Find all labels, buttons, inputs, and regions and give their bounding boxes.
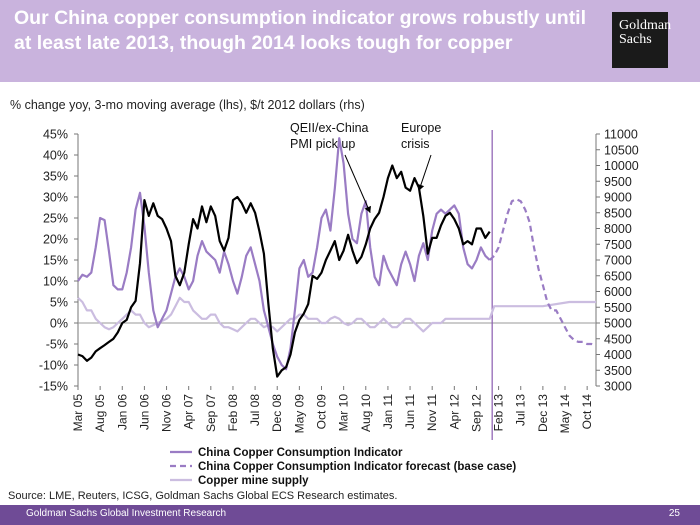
right-tick-label: 5000 xyxy=(604,317,632,331)
x-tick-label: Jun 11 xyxy=(403,394,417,429)
right-tick-label: 5500 xyxy=(604,301,632,315)
left-tick-label: 10% xyxy=(43,275,68,289)
annotation-arrow xyxy=(344,154,371,213)
footer-label: Goldman Sachs Global Investment Research xyxy=(26,508,227,519)
right-tick-label: 11000 xyxy=(604,128,638,142)
right-tick-label: 6500 xyxy=(604,269,632,283)
right-tick-label: 4000 xyxy=(604,348,632,362)
left-tick-label: 40% xyxy=(43,149,68,163)
x-tick-label: Aug 10 xyxy=(359,394,373,432)
x-tick-label: Oct 14 xyxy=(580,394,594,430)
chart-subtitle: % change yoy, 3-mo moving average (lhs),… xyxy=(10,98,365,112)
right-tick-label: 6000 xyxy=(604,285,632,299)
x-tick-label: Jun 06 xyxy=(137,394,151,430)
forecast-series-line xyxy=(488,198,597,347)
left-tick-label: 45% xyxy=(43,128,68,142)
x-tick-label: May 09 xyxy=(292,394,306,434)
right-tick-label: 3500 xyxy=(604,364,632,378)
x-tick-label: Oct 09 xyxy=(315,394,329,430)
left-tick-label: -15% xyxy=(39,380,68,394)
annotation-line-1: Europe xyxy=(401,121,441,135)
right-tick-label: 9000 xyxy=(604,191,632,205)
x-tick-label: Sep 07 xyxy=(204,394,218,432)
source-note: Source: LME, Reuters, ICSG, Goldman Sach… xyxy=(8,490,398,502)
x-tick-label: Jan 11 xyxy=(381,394,395,429)
left-tick-label: 20% xyxy=(43,233,68,247)
left-tick-label: 5% xyxy=(50,296,68,310)
legend-label: China Copper Consumption Indicator forec… xyxy=(198,461,516,473)
annotation-line-2: crisis xyxy=(401,137,429,151)
right-tick-label: 4500 xyxy=(604,332,632,346)
x-tick-label: Dec 13 xyxy=(536,394,550,432)
mine-supply-series-line xyxy=(77,296,596,333)
right-tick-label: 8000 xyxy=(604,222,632,236)
right-tick-label: 7000 xyxy=(604,254,632,268)
right-tick-label: 9500 xyxy=(604,175,632,189)
page-number: 25 xyxy=(668,508,680,519)
left-tick-label: -5% xyxy=(46,338,68,352)
left-tick-label: 15% xyxy=(43,254,68,268)
x-tick-label: Aug 05 xyxy=(93,394,107,432)
right-tick-label: 3000 xyxy=(604,380,632,394)
x-tick-label: Jul 13 xyxy=(514,394,528,426)
left-tick-label: 30% xyxy=(43,191,68,205)
copper-price-series-line xyxy=(77,164,491,378)
indicator-series-line xyxy=(77,137,491,371)
x-tick-label: Nov 06 xyxy=(160,394,174,432)
left-tick-label: 35% xyxy=(43,170,68,184)
logo-line-1: Goldman xyxy=(619,18,672,33)
legend-label: Copper mine supply xyxy=(198,475,309,487)
annotation-line-1: QEII/ex-China xyxy=(290,121,369,135)
left-tick-label: -10% xyxy=(39,359,68,373)
logo-line-2: Sachs xyxy=(619,32,652,47)
annotation-line-2: PMI pick up xyxy=(290,137,355,151)
left-tick-label: 0% xyxy=(50,317,68,331)
annotation-arrow xyxy=(418,154,432,191)
right-tick-label: 10000 xyxy=(604,159,639,173)
left-tick-label: 25% xyxy=(43,212,68,226)
right-tick-label: 8500 xyxy=(604,206,632,220)
x-tick-label: Mar 05 xyxy=(71,394,85,432)
header-banner: Our China copper consumption indicator g… xyxy=(0,0,700,82)
goldman-sachs-logo: Goldman Sachs xyxy=(612,12,672,68)
x-tick-label: Nov 11 xyxy=(425,394,439,431)
x-tick-label: Apr 07 xyxy=(182,394,196,430)
x-tick-label: Apr 12 xyxy=(447,394,461,430)
x-tick-label: Mar 10 xyxy=(337,394,351,432)
footer-bar: Goldman Sachs Global Investment Research… xyxy=(0,505,700,525)
x-tick-label: Jan 06 xyxy=(115,394,129,430)
legend-label: China Copper Consumption Indicator xyxy=(198,447,403,459)
right-tick-label: 7500 xyxy=(604,238,632,252)
x-tick-label: Dec 08 xyxy=(270,394,284,432)
x-tick-label: May 14 xyxy=(558,394,572,434)
annotation-arrowhead xyxy=(364,205,372,213)
right-tick-label: 10500 xyxy=(604,143,639,157)
x-tick-label: Feb 13 xyxy=(492,394,506,432)
x-tick-label: Feb 08 xyxy=(226,394,240,432)
slide-title: Our China copper consumption indicator g… xyxy=(14,7,587,54)
x-tick-label: Sep 12 xyxy=(469,394,483,432)
annotation-arrowhead xyxy=(417,183,425,191)
x-tick-label: Jul 08 xyxy=(248,394,262,426)
